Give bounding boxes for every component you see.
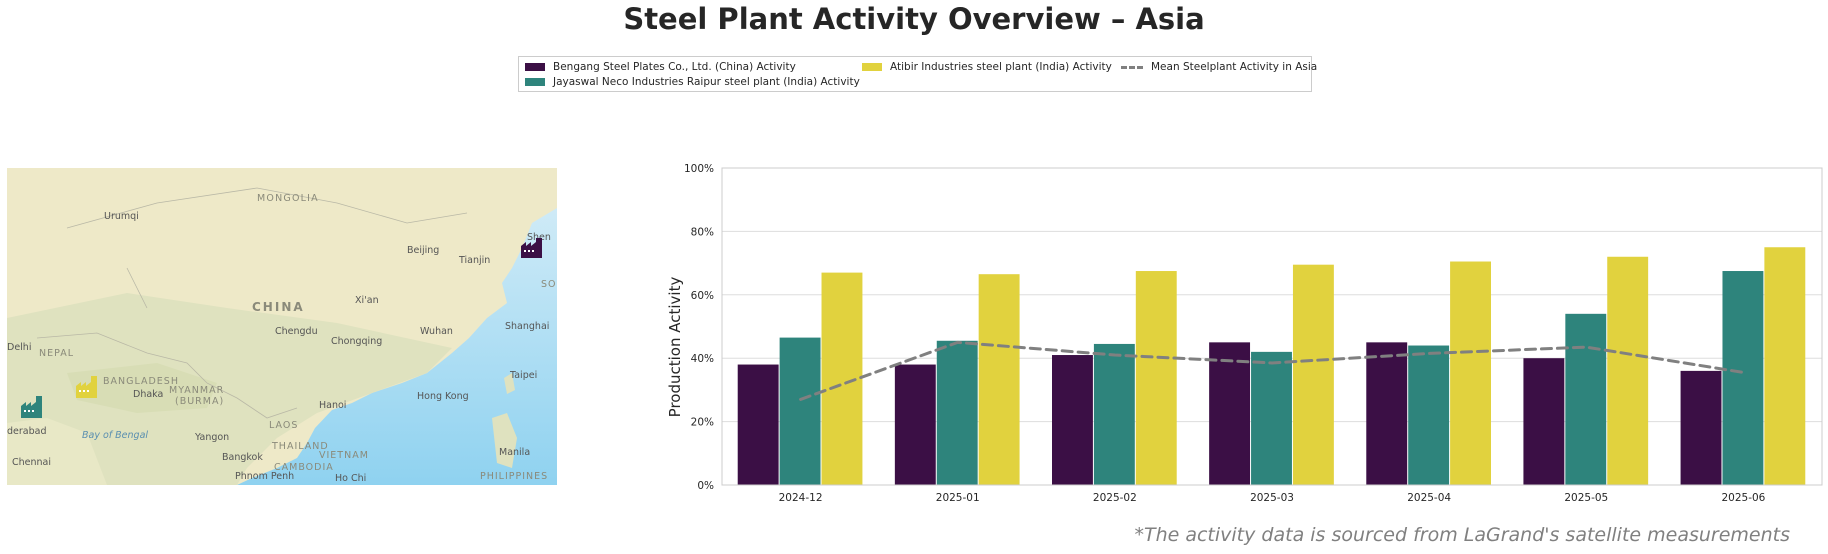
y-tick-label: 60% [691,290,714,302]
map-label-bay-of-bengal: Bay of Bengal [82,430,148,441]
legend-label-atibir: Atibir Industries steel plant (India) Ac… [890,61,1112,73]
bar-series-1-2025-04 [1408,345,1450,485]
legend-label-jayaswal: Jayaswal Neco Industries Raipur steel pl… [553,76,860,88]
legend-line-mean [1121,65,1143,69]
map-label-bangladesh: BANGLADESH [103,376,179,387]
map-label-shen: Shen [527,232,551,243]
bar-series-0-2024-12 [737,364,779,485]
page-title: Steel Plant Activity Overview – Asia [623,2,1205,36]
x-tick-label: 2025-05 [1564,492,1608,504]
map-label-tianjin: Tianjin [458,255,490,266]
bar-series-0-2025-01 [894,364,936,485]
map-label-vietnam: VIETNAM [319,450,369,461]
x-tick-label: 2025-02 [1093,492,1137,504]
mean-activity-line [799,340,1745,401]
map-label-mongolia: MONGOLIA [257,193,319,204]
plot-frame [721,167,1823,486]
map-label-hanoi: Hanoi [319,400,346,411]
map-label-hong-kong: Hong Kong [417,391,469,402]
x-tick-label: 2025-03 [1250,492,1294,504]
map-label-burma: (BURMA) [175,396,224,407]
asia-map: MONGOLIA Urumqi Beijing Tianjin CHINA Xi… [7,168,557,485]
map-label-ho-chi: Ho Chi [335,473,366,484]
map-label-thailand: THAILAND [271,441,329,452]
legend-swatch-atibir [862,63,882,71]
map-label-taipei: Taipei [509,370,537,381]
bar-series-0-2025-04 [1366,342,1408,485]
bar-series-0-2025-06 [1680,370,1722,485]
factory-icon-jayaswal[interactable] [21,396,42,418]
y-tick-label: 80% [691,226,714,238]
bar-series-0-2025-02 [1052,355,1093,485]
map-label-hyderabad: derabad [7,426,46,437]
map-label-shanghai: Shanghai [505,321,549,332]
map-label-so: SO [541,279,557,290]
map-label-dhaka: Dhaka [133,389,163,400]
map-label-laos: LAOS [269,420,298,431]
map-label-wuhan: Wuhan [420,326,453,337]
bar-series-2-2025-01 [978,274,1020,485]
legend-item-atibir: Atibir Industries steel plant (India) Ac… [862,61,1112,73]
map-label-chennai: Chennai [12,457,51,468]
map-label-chongqing: Chongqing [331,336,382,347]
map-label-cambodia: CAMBODIA [274,462,334,473]
legend-swatch-jayaswal [525,78,545,86]
legend-item-jayaswal: Jayaswal Neco Industries Raipur steel pl… [525,76,860,88]
map-label-manila: Manila [499,447,530,458]
map-label-urumqi: Urumqi [104,211,139,222]
footnote: *The activity data is sourced from LaGra… [1134,524,1790,546]
bar-series-1-2025-02 [1093,343,1135,485]
legend-label-mean: Mean Steelplant Activity in Asia [1151,61,1318,73]
bar-series-2-2025-03 [1292,264,1334,485]
chart-legend: Bengang Steel Plates Co., Ltd. (China) A… [518,56,1317,92]
bar-series-1-2025-05 [1565,313,1607,485]
legend-item-mean: Mean Steelplant Activity in Asia [1121,61,1317,73]
legend-swatch-bengang [525,63,545,71]
bar-series-2-2025-04 [1450,261,1491,485]
y-tick-label: 0% [697,480,714,492]
bar-series-2-2025-06 [1764,247,1806,485]
map-label-philippines: PHILIPPINES [480,471,548,482]
y-tick-label: 100% [684,163,714,175]
x-tick-label: 2025-04 [1407,492,1451,504]
bar-series-1-2025-03 [1251,351,1292,485]
bar-series-1-2025-01 [936,340,978,485]
y-axis-label: Production Activity [666,277,684,418]
map-label-myanmar: MYANMAR [169,385,224,396]
factory-icon-bengang[interactable] [521,238,542,258]
bar-series-2-2025-02 [1135,271,1177,485]
y-tick-label: 40% [691,353,714,365]
map-label-china: CHINA [252,300,305,314]
map-label-nepal: NEPAL [39,348,74,359]
map-label-phnom-penh: Phnom Penh [235,471,294,482]
bar-series-1-2025-06 [1722,271,1764,485]
x-tick-label: 2024-12 [779,492,823,504]
x-tick-label: 2025-01 [936,492,980,504]
legend-label-bengang: Bengang Steel Plates Co., Ltd. (China) A… [553,61,796,73]
bar-series-2-2025-05 [1607,256,1649,485]
map-label-delhi: Delhi [7,342,31,353]
x-tick-label: 2025-06 [1721,492,1765,504]
factory-icon-atibir[interactable] [76,376,97,398]
bar-series-0-2025-03 [1209,342,1251,485]
map-label-bangkok: Bangkok [222,452,263,463]
y-tick-label: 20% [691,417,714,429]
map-label-xian: Xi'an [355,295,379,306]
legend-item-bengang: Bengang Steel Plates Co., Ltd. (China) A… [525,61,796,73]
map-label-chengdu: Chengdu [275,326,318,337]
bar-series-1-2024-12 [779,337,821,485]
bar-series-0-2025-05 [1523,358,1565,485]
map-label-yangon: Yangon [194,432,229,443]
map-label-beijing: Beijing [407,245,439,256]
